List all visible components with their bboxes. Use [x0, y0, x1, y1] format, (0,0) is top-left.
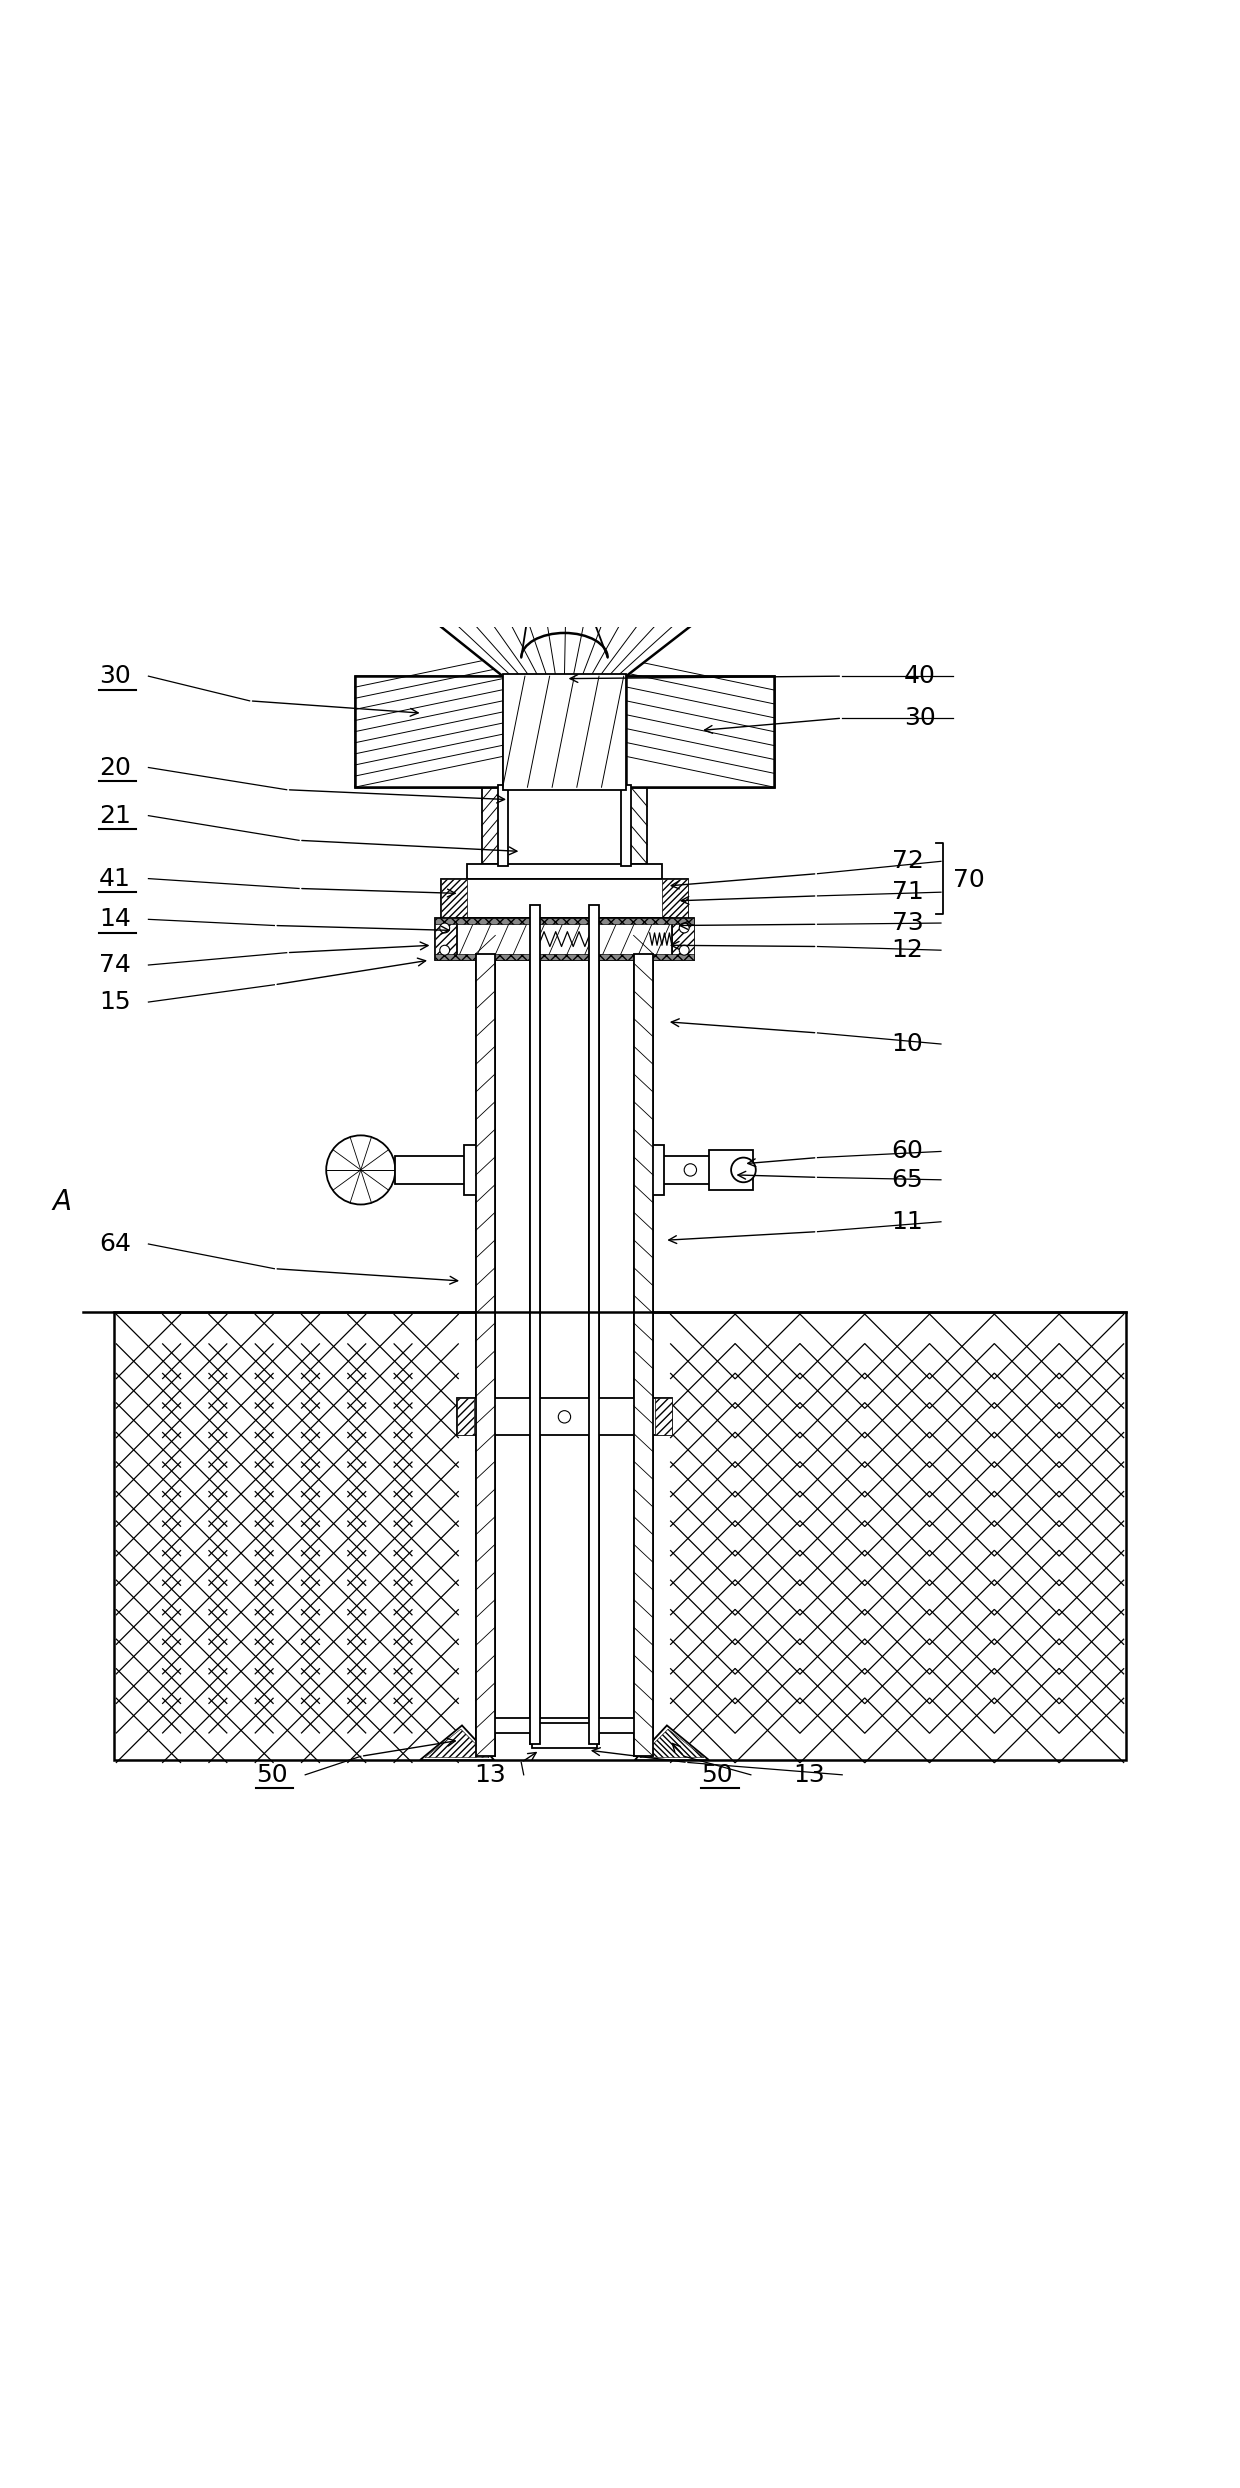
- Polygon shape: [425, 1729, 489, 1757]
- Text: 41: 41: [99, 866, 131, 891]
- Text: 40: 40: [904, 664, 936, 689]
- Text: 10: 10: [892, 1033, 924, 1055]
- Bar: [626, 786, 647, 863]
- Polygon shape: [423, 612, 709, 677]
- Text: A: A: [52, 1189, 71, 1217]
- Circle shape: [326, 1135, 396, 1204]
- Text: 13: 13: [792, 1764, 825, 1786]
- Polygon shape: [355, 677, 502, 786]
- Bar: [709, 1149, 754, 1189]
- Bar: [497, 784, 507, 866]
- Bar: [458, 918, 672, 960]
- Text: 65: 65: [892, 1167, 924, 1192]
- Bar: [502, 674, 626, 789]
- Bar: [465, 1144, 486, 1194]
- Text: 70: 70: [954, 868, 985, 891]
- Text: 72: 72: [892, 848, 924, 873]
- Text: 64: 64: [99, 1232, 131, 1256]
- Polygon shape: [626, 677, 774, 786]
- Bar: [114, 1311, 1126, 1759]
- Bar: [634, 953, 653, 1757]
- Circle shape: [440, 945, 450, 955]
- Polygon shape: [420, 1727, 494, 1759]
- Bar: [529, 906, 539, 1744]
- Bar: [589, 906, 599, 1744]
- Bar: [441, 878, 467, 918]
- Bar: [458, 1398, 475, 1436]
- Bar: [467, 863, 662, 878]
- Bar: [355, 677, 774, 786]
- Bar: [435, 918, 694, 960]
- Circle shape: [684, 1164, 697, 1177]
- Bar: [634, 953, 653, 1757]
- Bar: [482, 786, 502, 863]
- Bar: [441, 878, 688, 918]
- Circle shape: [680, 923, 689, 933]
- Circle shape: [558, 1411, 570, 1423]
- Circle shape: [680, 945, 689, 955]
- Bar: [589, 893, 599, 1744]
- Bar: [476, 953, 495, 1757]
- Text: 50: 50: [702, 1764, 733, 1786]
- Bar: [672, 918, 694, 960]
- Bar: [621, 784, 631, 866]
- Bar: [458, 1398, 672, 1436]
- Text: 71: 71: [892, 881, 924, 903]
- Polygon shape: [635, 1727, 709, 1759]
- Bar: [653, 1157, 746, 1184]
- Text: 11: 11: [892, 1209, 924, 1234]
- Text: 20: 20: [99, 756, 131, 779]
- Text: 60: 60: [892, 1140, 924, 1164]
- Text: 73: 73: [892, 911, 924, 935]
- Polygon shape: [640, 1729, 704, 1757]
- Text: 30: 30: [904, 707, 936, 729]
- Circle shape: [732, 1157, 756, 1182]
- Text: 30: 30: [99, 664, 130, 689]
- Bar: [662, 878, 688, 918]
- Bar: [655, 1398, 672, 1436]
- Text: 21: 21: [99, 804, 131, 829]
- Bar: [529, 893, 539, 1744]
- Text: 13: 13: [475, 1764, 506, 1786]
- Bar: [435, 918, 694, 923]
- Bar: [476, 1719, 653, 1732]
- Bar: [396, 1157, 476, 1184]
- Text: 14: 14: [99, 908, 131, 931]
- Text: 15: 15: [99, 990, 130, 1015]
- Text: 74: 74: [99, 953, 131, 978]
- Bar: [495, 953, 634, 1757]
- Circle shape: [440, 923, 450, 933]
- Text: 12: 12: [892, 938, 924, 963]
- Bar: [532, 1724, 596, 1747]
- Bar: [435, 953, 694, 960]
- Bar: [476, 953, 495, 1757]
- Text: 50: 50: [255, 1764, 288, 1786]
- Bar: [642, 1144, 665, 1194]
- Bar: [435, 918, 458, 960]
